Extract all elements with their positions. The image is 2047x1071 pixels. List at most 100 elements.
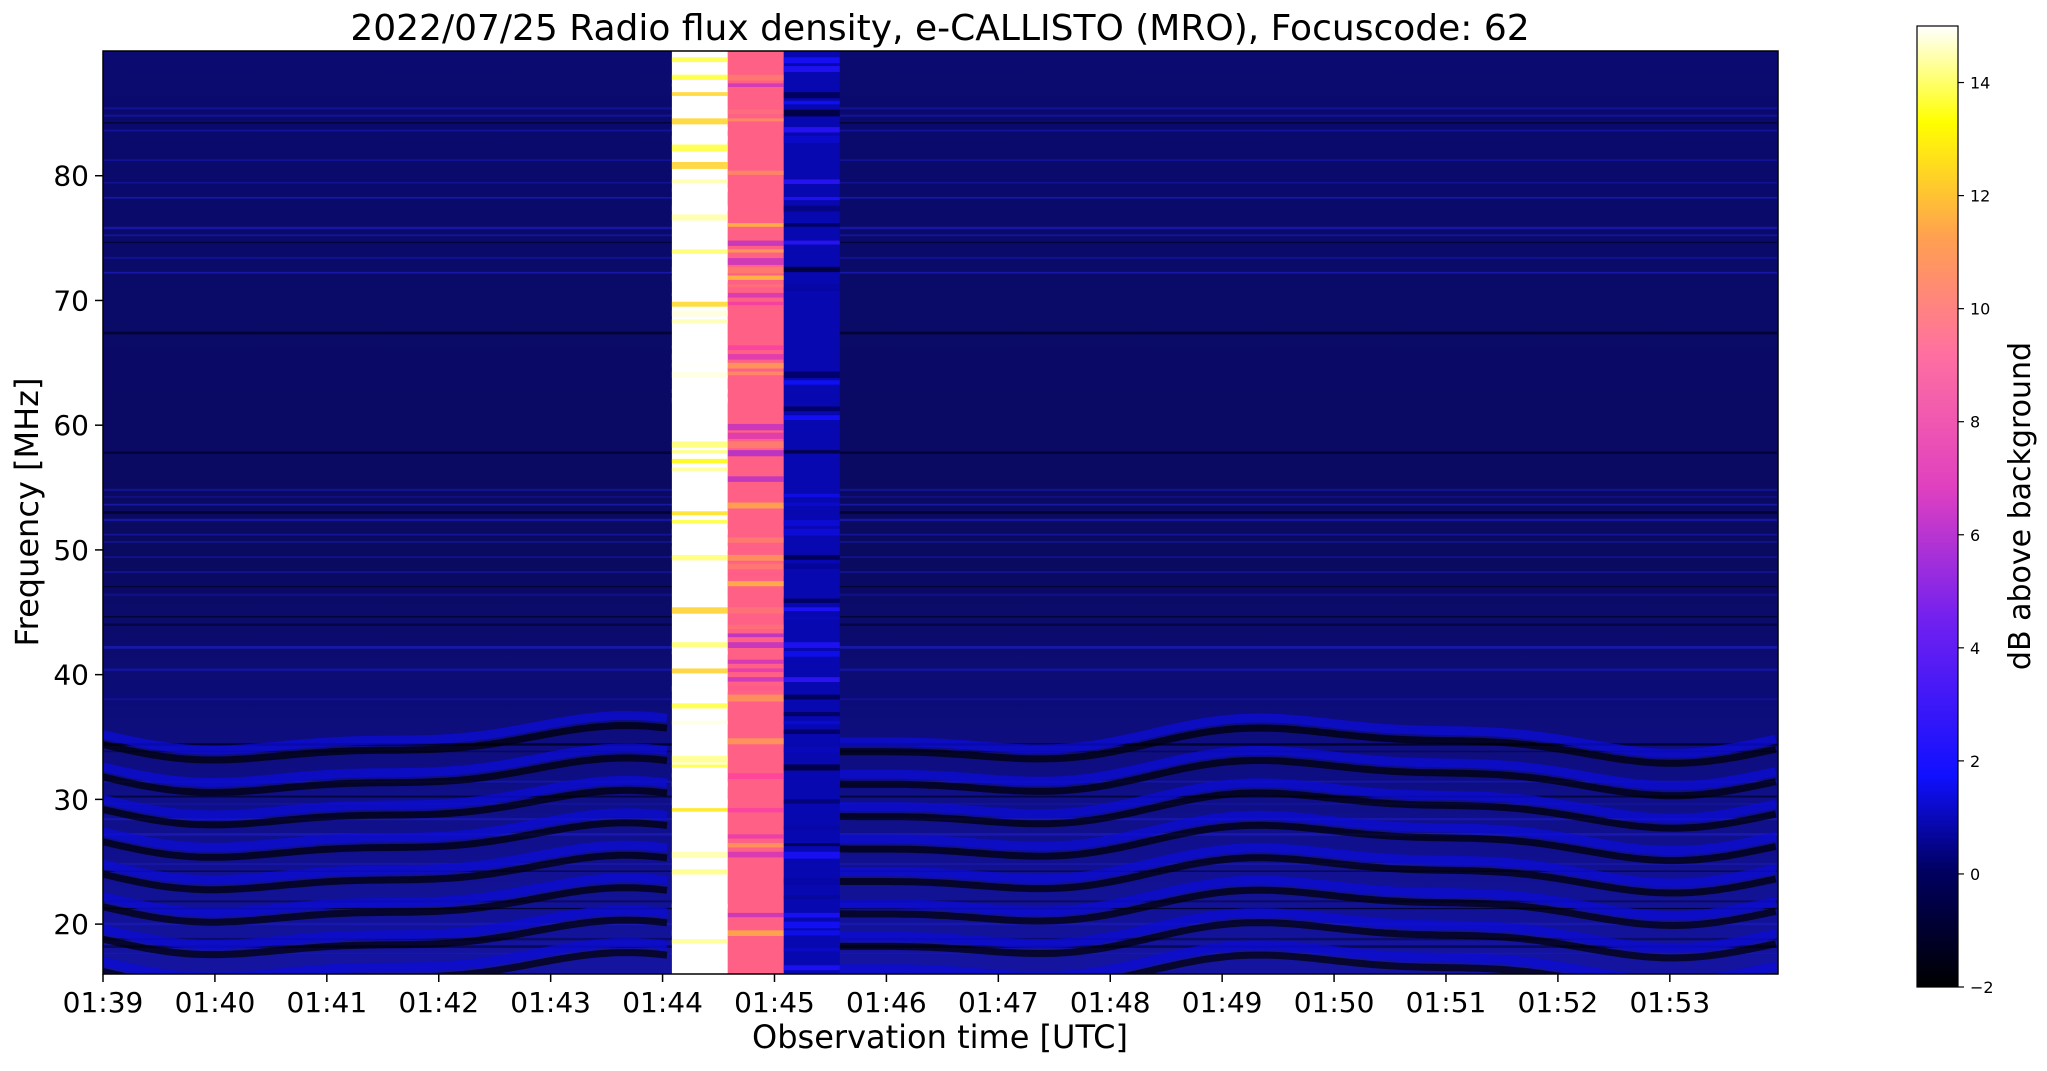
calibration-stripe [727, 624, 784, 630]
calibration-stripe [727, 607, 784, 614]
y-tick-label: 50 [53, 534, 89, 567]
fringe-gap [103, 884, 668, 926]
calibration-stripe [727, 694, 784, 702]
x-tick-label: 01:51 [1406, 986, 1487, 1019]
calibration-stripe [671, 703, 728, 709]
calibration-stripe [727, 912, 784, 918]
fringe-gap [839, 724, 1777, 767]
rfi-line [103, 271, 1778, 274]
calibration-stripe [727, 572, 784, 576]
calibration-stripe [727, 266, 784, 274]
calibration-stripe [727, 371, 784, 376]
calibration-stripe [727, 563, 784, 570]
fringe-band [839, 778, 1777, 823]
colorbar-tick-label: 14 [1970, 74, 1990, 93]
calibration-stripe [783, 877, 840, 885]
fringe-band [839, 713, 1777, 758]
rfi-line [103, 331, 1778, 335]
calibration-stripe [671, 607, 728, 614]
rfi-line [103, 593, 1778, 597]
rfi-line [103, 181, 1778, 184]
plot-area [103, 51, 1778, 974]
calibration-stripe [671, 354, 728, 360]
rfi-line [103, 114, 1778, 117]
calibration-stripe [783, 947, 840, 952]
fringe-band [839, 746, 1777, 791]
y-axis: 20 30 40 50 60 70 80 [53, 160, 103, 941]
rfi-line [103, 241, 1778, 244]
rfi-line [103, 780, 1778, 783]
calibration-stripe [727, 589, 784, 596]
calibration-stripe [783, 493, 840, 498]
calibration-stripe [783, 921, 840, 929]
fringe-gap [839, 789, 1777, 832]
calibration-stripe [727, 432, 784, 439]
calibration-stripe [671, 397, 728, 403]
calibration-stripe [727, 74, 784, 81]
colorbar-tick-label: 2 [1970, 752, 1980, 771]
calibration-stripe [727, 834, 784, 839]
x-tick-label: 01:46 [846, 986, 927, 1019]
calibration-stripe [783, 502, 840, 507]
calibration-stripe [671, 310, 728, 317]
calibration-stripe [671, 869, 728, 875]
calibration-stripe [783, 930, 840, 936]
rfi-line [103, 226, 1778, 230]
calibration-stripe [783, 694, 840, 700]
calibration-stripe [727, 659, 784, 664]
fringe-band [839, 875, 1777, 921]
calibration-stripe [727, 554, 784, 561]
calibration-stripe [671, 930, 728, 936]
x-tick-label: 01:44 [622, 986, 703, 1019]
calibration-stripe [727, 581, 784, 587]
calibration-stripe [727, 808, 784, 813]
rfi-line [103, 645, 1778, 649]
rfi-line [103, 541, 1778, 543]
calibration-stripe [727, 240, 784, 246]
calibration-stripe [671, 528, 728, 535]
calibration-stripe [671, 188, 728, 192]
calibration-stripe [783, 554, 840, 560]
fringe-gap [839, 757, 1777, 800]
rfi-line [103, 503, 1778, 506]
calibration-stripe [727, 109, 784, 114]
fringe-gap [103, 916, 668, 959]
calibration-stripe [671, 74, 728, 80]
calibration-stripe [671, 389, 728, 394]
calibration-stripe [671, 83, 728, 87]
calibration-stripe [671, 179, 728, 183]
calibration-stripe [727, 633, 784, 638]
calibration-stripe [727, 843, 784, 848]
calibration-stripe [671, 458, 728, 464]
fringe-band [839, 908, 1777, 953]
calibration-stripe [671, 275, 728, 282]
calibration-stripe [727, 773, 784, 779]
calibration-stripe [727, 668, 784, 673]
rfi-line [103, 571, 1778, 574]
plot-frame [102, 50, 1779, 975]
calibration-stripe [783, 223, 840, 227]
y-tick-label: 30 [53, 783, 89, 816]
fringe-gap [1118, 951, 1776, 974]
calibration-stripe [671, 554, 728, 561]
fringe-gap [103, 786, 668, 829]
calibration-stripe [783, 720, 840, 725]
x-tick-label: 01:53 [1629, 986, 1710, 1019]
fringe-gap [839, 886, 1777, 930]
calibration-stripe [727, 423, 784, 431]
calibration-stripe [727, 930, 784, 937]
calibration-stripe [727, 258, 784, 265]
calibration-stripe [671, 144, 728, 152]
calibration-stripe [727, 292, 784, 298]
calibration-stripe [671, 519, 728, 524]
fringe-band [103, 938, 668, 974]
calibration-stripe [783, 851, 840, 859]
calibration-stripe [671, 345, 728, 349]
rfi-line [103, 451, 1778, 455]
rfi-line [103, 159, 1778, 161]
rfi-line [103, 586, 1778, 588]
x-tick-label: 01:49 [1182, 986, 1263, 1019]
colorbar-gradient [1916, 25, 1959, 988]
x-tick-label: 01:39 [63, 986, 144, 1019]
calibration-stripe [727, 170, 784, 175]
